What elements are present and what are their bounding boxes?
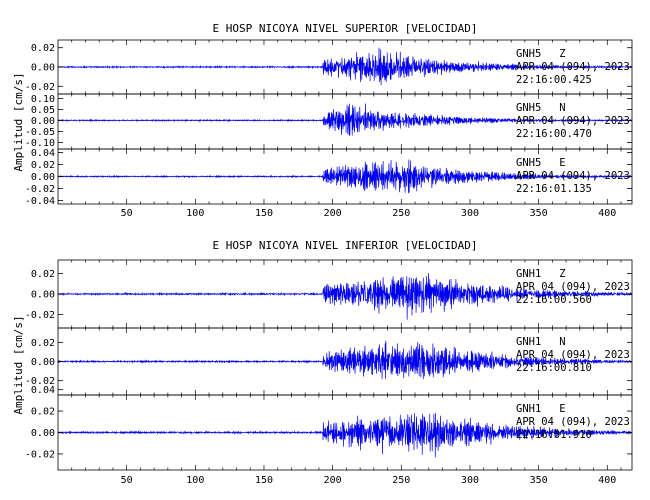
y-tick-label: 0.02 — [31, 407, 55, 418]
waveform-trace — [57, 413, 633, 458]
record-date: APR 04 (094), 2023 — [516, 416, 630, 428]
waveform-trace — [57, 273, 633, 320]
station-channel-label: GNH1 N — [516, 336, 566, 348]
record-date: APR 04 (094), 2023 — [516, 349, 630, 361]
station-channel-label: GNH5 E — [516, 157, 566, 169]
y-tick-label: 0.00 — [31, 116, 55, 127]
component-code: N — [559, 102, 565, 114]
x-tick-label: 400 — [598, 475, 616, 486]
y-tick-label: -0.02 — [25, 449, 55, 460]
record-date: APR 04 (094), 2023 — [516, 170, 630, 182]
chart-title: E HOSP NICOYA NIVEL INFERIOR [VELOCIDAD] — [213, 239, 478, 252]
x-tick-label: 150 — [255, 475, 273, 486]
y-tick-label: 0.04 — [31, 148, 55, 159]
component-code: Z — [559, 268, 565, 280]
x-tick-label: 150 — [255, 208, 273, 219]
y-tick-label: -0.10 — [25, 138, 55, 149]
x-tick-label: 400 — [598, 208, 616, 219]
y-tick-label: 0.10 — [31, 94, 55, 105]
chart-title: E HOSP NICOYA NIVEL SUPERIOR [VELOCIDAD] — [213, 22, 478, 35]
y-tick-label: 0.02 — [31, 269, 55, 280]
waveform-trace — [57, 103, 633, 136]
x-tick-label: 100 — [186, 208, 204, 219]
waveform-trace — [57, 47, 633, 86]
x-tick-label: 100 — [186, 475, 204, 486]
y-tick-label: -0.05 — [25, 127, 55, 138]
station-channel-label: GNH1 E — [516, 403, 566, 415]
waveform-trace — [57, 340, 633, 380]
record-time: 22:16:00.560 — [516, 294, 592, 306]
x-tick-label: 200 — [324, 208, 342, 219]
chart-root: E HOSP NICOYA NIVEL SUPERIOR [VELOCIDAD]… — [12, 22, 633, 486]
y-axis-label: Amplitud [cm/s] — [12, 315, 25, 414]
station-code: GNH5 — [516, 102, 541, 114]
y-tick-label: -0.02 — [25, 310, 55, 321]
station-code: GNH1 — [516, 403, 541, 415]
x-tick-label: 250 — [392, 208, 410, 219]
y-tick-label: 0.00 — [31, 290, 55, 301]
station-code: GNH1 — [516, 268, 541, 280]
record-time: 22:16:01.135 — [516, 183, 592, 195]
station-code: GNH5 — [516, 48, 541, 60]
y-tick-label: 0.02 — [31, 338, 55, 349]
y-tick-label: 0.02 — [31, 160, 55, 171]
x-tick-label: 300 — [461, 208, 479, 219]
y-tick-label: -0.02 — [25, 184, 55, 195]
seismogram-figure-superior: E HOSP NICOYA NIVEL SUPERIOR [VELOCIDAD]… — [12, 22, 633, 219]
record-time: 22:16:00.470 — [516, 128, 592, 140]
y-axis-label: Amplitud [cm/s] — [12, 72, 25, 171]
x-tick-label: 250 — [392, 475, 410, 486]
station-channel-label: GNH5 Z — [516, 48, 566, 60]
component-code: E — [559, 403, 565, 415]
component-code: Z — [559, 48, 565, 60]
record-time: 22:16:00.810 — [516, 362, 592, 374]
record-date: APR 04 (094), 2023 — [516, 281, 630, 293]
waveform-trace — [57, 159, 633, 194]
record-date: APR 04 (094), 2023 — [516, 115, 630, 127]
x-tick-label: 200 — [324, 475, 342, 486]
station-channel-label: GNH1 Z — [516, 268, 566, 280]
component-code: E — [559, 157, 565, 169]
y-tick-label: 0.00 — [31, 172, 55, 183]
seismogram-figure-inferior: E HOSP NICOYA NIVEL INFERIOR [VELOCIDAD]… — [12, 239, 633, 486]
x-tick-label: 300 — [461, 475, 479, 486]
y-tick-label: 0.00 — [31, 357, 55, 368]
y-tick-label: -0.02 — [25, 82, 55, 93]
record-date: APR 04 (094), 2023 — [516, 61, 630, 73]
y-tick-label: 0.05 — [31, 105, 55, 116]
x-tick-label: 350 — [530, 475, 548, 486]
component-code: N — [559, 336, 565, 348]
station-channel-label: GNH5 N — [516, 102, 566, 114]
y-tick-label: -0.04 — [25, 196, 55, 207]
x-tick-label: 50 — [121, 208, 133, 219]
record-time: 22:16:01.910 — [516, 429, 592, 441]
record-time: 22:16:00.425 — [516, 74, 592, 86]
x-tick-label: 350 — [530, 208, 548, 219]
y-tick-label: 0.02 — [31, 43, 55, 54]
y-tick-label: 0.04 — [31, 385, 55, 396]
station-code: GNH1 — [516, 336, 541, 348]
station-code: GNH5 — [516, 157, 541, 169]
y-tick-label: 0.00 — [31, 63, 55, 74]
y-tick-label: 0.00 — [31, 428, 55, 439]
x-tick-label: 50 — [121, 475, 133, 486]
y-tick-label: -0.02 — [25, 376, 55, 387]
